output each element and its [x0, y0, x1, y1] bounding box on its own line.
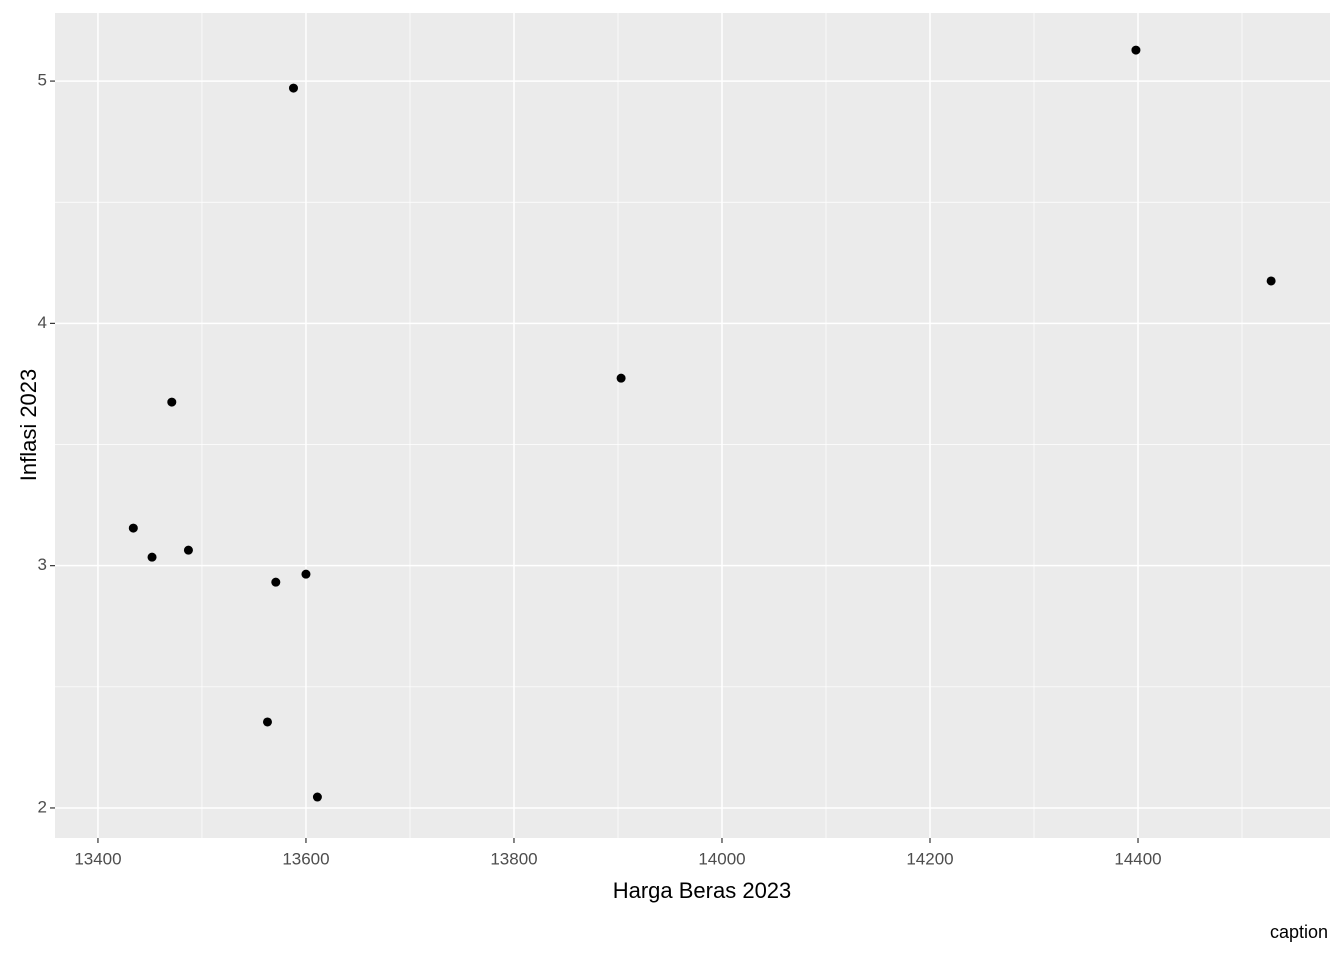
y-tick-label: 4 [38, 313, 47, 332]
point [262, 717, 272, 727]
point [288, 83, 298, 93]
y-axis-title: Inflasi 2023 [16, 369, 41, 482]
x-tick-label: 13400 [74, 849, 121, 868]
point [271, 577, 281, 587]
points [128, 45, 1276, 802]
x-tick-label: 13800 [490, 849, 537, 868]
panel [55, 13, 1330, 838]
caption: caption [1270, 922, 1328, 942]
x-tick-label: 14000 [698, 849, 745, 868]
y-tick-label: 2 [38, 797, 47, 816]
x-tick-label: 13600 [282, 849, 329, 868]
x-tick-label: 14200 [906, 849, 953, 868]
point [128, 523, 138, 533]
x-tick-label: 14400 [1114, 849, 1161, 868]
point [312, 792, 322, 802]
y-tick-label: 5 [38, 71, 47, 90]
grid [55, 13, 1330, 838]
point [183, 545, 193, 555]
point [147, 552, 157, 562]
point [616, 373, 626, 383]
y-tick-label: 3 [38, 555, 47, 574]
point [167, 397, 177, 407]
x-axis-title: Harga Beras 2023 [613, 878, 792, 903]
point [301, 569, 311, 579]
point [1266, 276, 1276, 286]
point [1131, 45, 1141, 55]
